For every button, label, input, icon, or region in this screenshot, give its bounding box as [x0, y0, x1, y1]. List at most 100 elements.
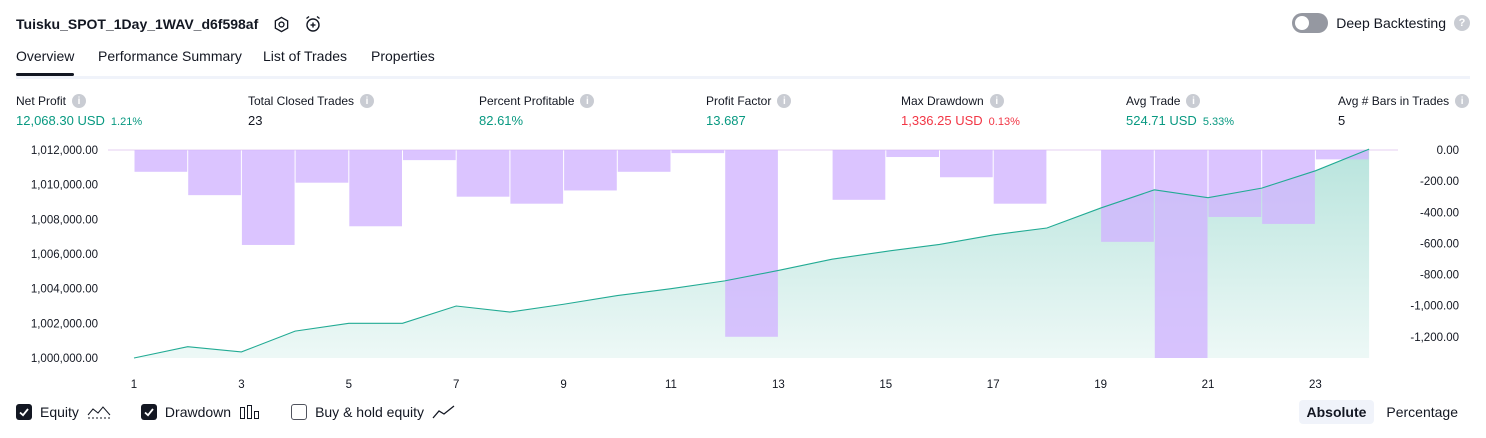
drawdown-bar: [188, 150, 241, 196]
drawdown-bar: [725, 150, 778, 337]
report-tabs: Overview Performance Summary List of Tra…: [16, 46, 1470, 79]
x-axis-tick: 7: [453, 379, 459, 391]
settings-icon[interactable]: [272, 15, 290, 33]
legend-buy-hold-label: Buy & hold equity: [315, 404, 425, 420]
deep-backtesting-control: Deep Backtesting ?: [1292, 13, 1470, 33]
metric-label: Total Closed Trades: [248, 94, 355, 108]
strategy-title: Tuisku_SPOT_1Day_1WAV_d6f598af: [16, 16, 259, 32]
metric-label: Net Profit: [16, 94, 67, 108]
drawdown-bar: [671, 150, 725, 154]
metric-value: 82.61%: [479, 113, 524, 128]
left-axis-tick: 1,006,000.00: [31, 249, 98, 261]
tab-performance-summary[interactable]: Performance Summary: [98, 48, 242, 64]
x-axis-tick: 9: [560, 379, 566, 391]
left-axis-tick: 1,010,000.00: [31, 180, 98, 192]
tab-list-of-trades[interactable]: List of Trades: [263, 48, 348, 64]
metric-label: Profit Factor: [706, 94, 772, 108]
x-axis-tick: 13: [772, 379, 785, 391]
info-icon[interactable]: i: [777, 94, 792, 108]
legend-equity[interactable]: Equity: [16, 404, 111, 420]
drawdown-bar: [134, 150, 188, 172]
drawdown-bar: [510, 150, 564, 204]
metric-max-drawdown: Max Drawdown i 1,336.25 USD 0.13%: [901, 92, 1020, 128]
metric-value: 5: [1338, 113, 1346, 128]
right-axis-tick: -600.00: [1420, 238, 1459, 250]
drawdown-bar: [1208, 150, 1262, 217]
metric-value: 12,068.30 USD: [16, 113, 105, 128]
right-axis-tick: -400.00: [1420, 207, 1459, 219]
equity-drawdown-chart: 1,012,000.00 1,010,000.00 1,008,000.00 1,00…: [31, 145, 1459, 391]
scale-mode-switch: Absolute Percentage: [1298, 400, 1467, 424]
help-icon[interactable]: ?: [1454, 15, 1470, 31]
drawdown-bar: [1262, 150, 1315, 224]
x-axis-tick: 1: [131, 379, 137, 391]
drawdown-bar: [403, 150, 456, 161]
metric-label: Avg Trade: [1126, 94, 1181, 108]
metric-value: 13.687: [706, 113, 746, 128]
check-icon: [19, 408, 29, 417]
left-axis-tick: 1,004,000.00: [31, 284, 98, 296]
metric-value: 524.71 USD: [1126, 113, 1197, 128]
metric-percent: 1.21%: [110, 116, 143, 128]
bar-chart-icon: [240, 405, 260, 419]
deep-backtesting-label: Deep Backtesting: [1336, 15, 1446, 31]
drawdown-bar: [295, 150, 349, 183]
legend-drawdown-label: Drawdown: [164, 404, 232, 420]
percentage-button[interactable]: Percentage: [1386, 404, 1458, 420]
drawdown-bar: [1154, 150, 1208, 358]
left-axis-tick: 1,000,000.00: [31, 353, 98, 365]
drawdown-bar: [993, 150, 1047, 204]
metric-percent-profitable: Percent Profitable i 82.61%: [479, 92, 595, 128]
x-axis-tick: 5: [346, 379, 352, 391]
tab-properties[interactable]: Properties: [371, 48, 435, 64]
left-axis-tick: 1,002,000.00: [31, 318, 98, 330]
absolute-button[interactable]: Absolute: [1298, 400, 1375, 424]
drawdown-bar: [832, 150, 886, 200]
equity-area: [134, 149, 1370, 358]
metric-avg-trade: Avg Trade i 524.71 USD 5.33%: [1126, 92, 1234, 128]
drawdown-checkbox[interactable]: [140, 404, 157, 420]
toggle-knob: [1295, 16, 1310, 30]
tab-overview[interactable]: Overview: [16, 48, 75, 76]
left-axis-tick: 1,012,000.00: [31, 145, 98, 157]
info-icon[interactable]: i: [1186, 94, 1201, 108]
info-icon[interactable]: i: [72, 94, 87, 108]
legend-drawdown[interactable]: Drawdown: [140, 404, 261, 420]
drawdown-bar: [940, 150, 993, 178]
metric-total-closed-trades: Total Closed Trades i 23: [248, 92, 375, 128]
drawdown-bar: [886, 150, 939, 158]
drawdown-bar: [1315, 150, 1369, 160]
metric-value: 1,336.25 USD: [901, 113, 983, 128]
deep-backtesting-toggle[interactable]: [1292, 13, 1329, 33]
alarm-clock-plus-icon[interactable]: [304, 15, 322, 33]
right-axis-tick: -1,000.00: [1410, 301, 1459, 313]
right-axis-tick: -200.00: [1420, 176, 1459, 188]
x-axis-tick: 17: [987, 379, 1000, 391]
equity-line: [133, 148, 1370, 359]
metric-avg-bars-in-trades: Avg # Bars in Trades i 5: [1338, 92, 1470, 128]
metric-label: Percent Profitable: [479, 94, 575, 108]
drawdown-bar: [241, 150, 295, 245]
x-axis-tick: 23: [1309, 379, 1322, 391]
equity-checkbox[interactable]: [16, 404, 32, 420]
x-axis-tick: 3: [238, 379, 244, 391]
drawdown-bar: [1101, 150, 1154, 242]
metric-percent: 5.33%: [1202, 116, 1235, 128]
right-axis-tick: -1,200.00: [1410, 332, 1459, 344]
drawdown-bar: [456, 150, 510, 197]
drawdown-bar: [564, 150, 617, 191]
info-icon[interactable]: i: [360, 94, 375, 108]
metric-net-profit: Net Profit i 12,068.30 USD 1.21%: [16, 92, 142, 128]
drawdown-bar: [617, 150, 671, 172]
info-icon[interactable]: i: [989, 94, 1004, 108]
metric-percent: 0.13%: [988, 116, 1020, 128]
info-icon[interactable]: i: [1455, 94, 1470, 108]
equity-line-icon: [87, 406, 111, 419]
x-axis-tick: 19: [1094, 379, 1107, 391]
buy-hold-checkbox[interactable]: [291, 404, 308, 420]
trend-line-icon: [432, 405, 455, 419]
legend-buy-hold[interactable]: Buy & hold equity: [291, 404, 456, 420]
left-axis-tick: 1,008,000.00: [31, 214, 98, 226]
x-axis-tick: 15: [879, 379, 892, 391]
info-icon[interactable]: i: [580, 94, 595, 108]
